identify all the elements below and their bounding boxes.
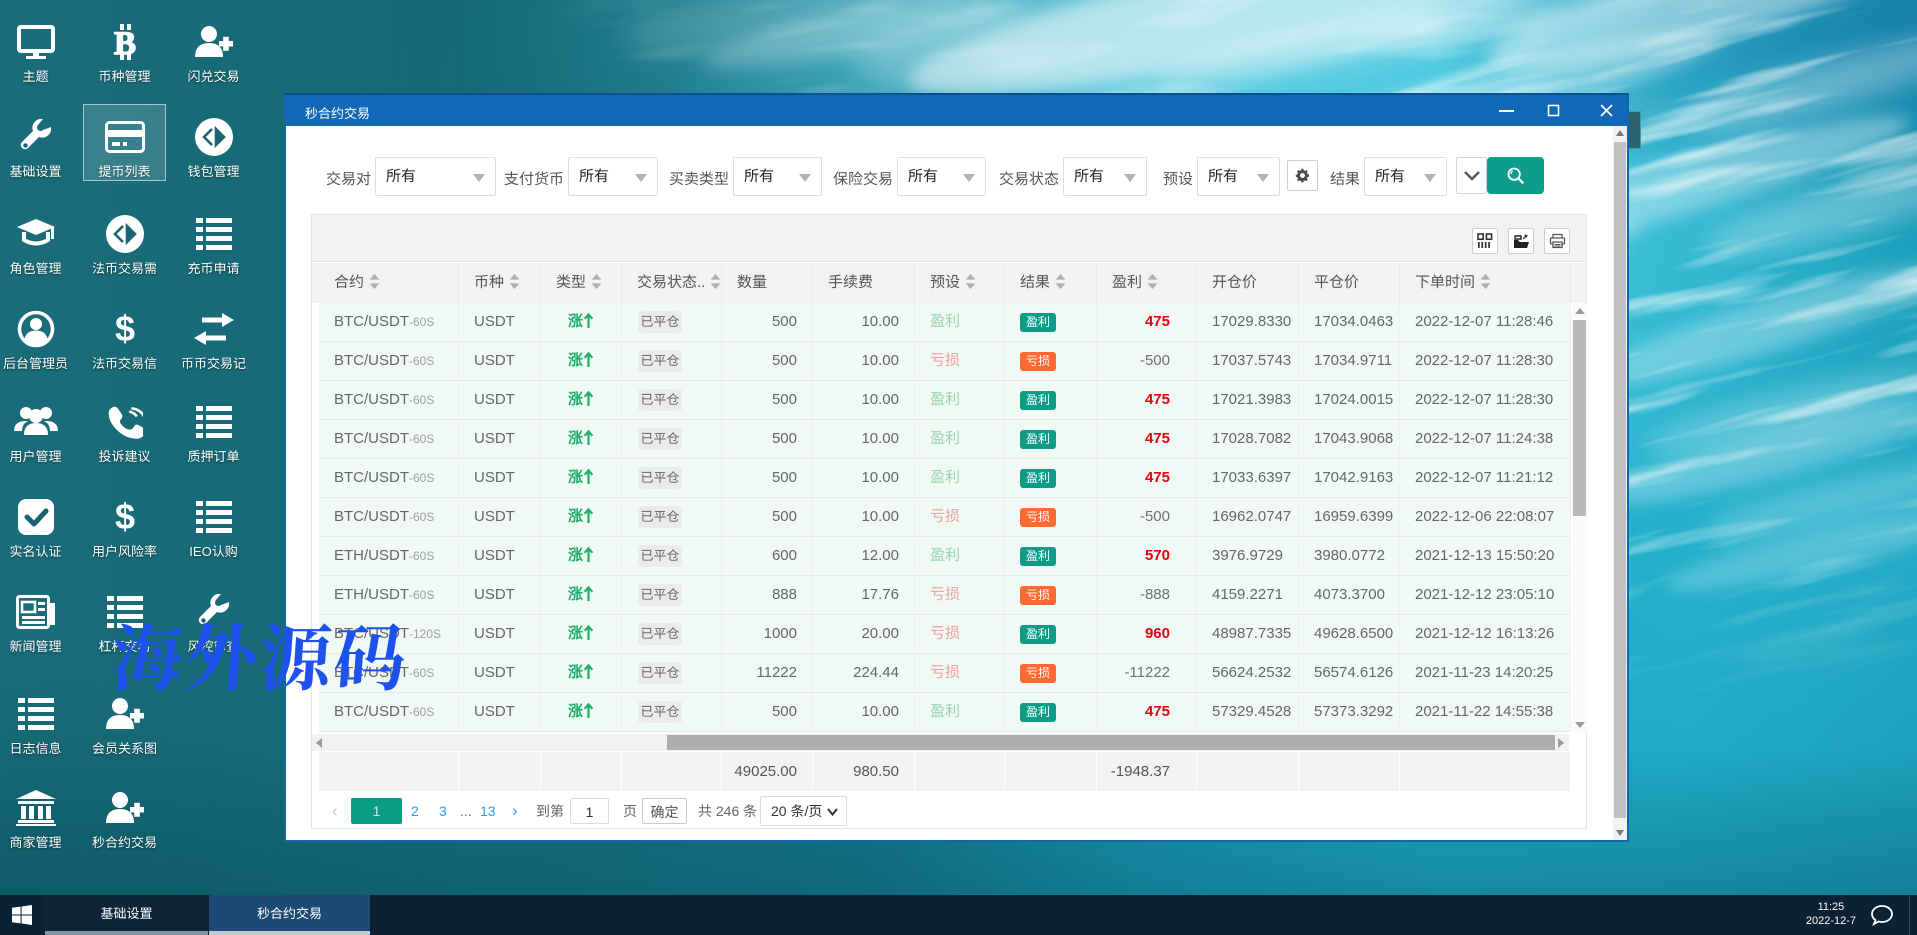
svg-text:$: $ bbox=[114, 310, 134, 348]
svg-text:B: B bbox=[113, 26, 135, 60]
svg-text:$: $ bbox=[114, 498, 134, 536]
